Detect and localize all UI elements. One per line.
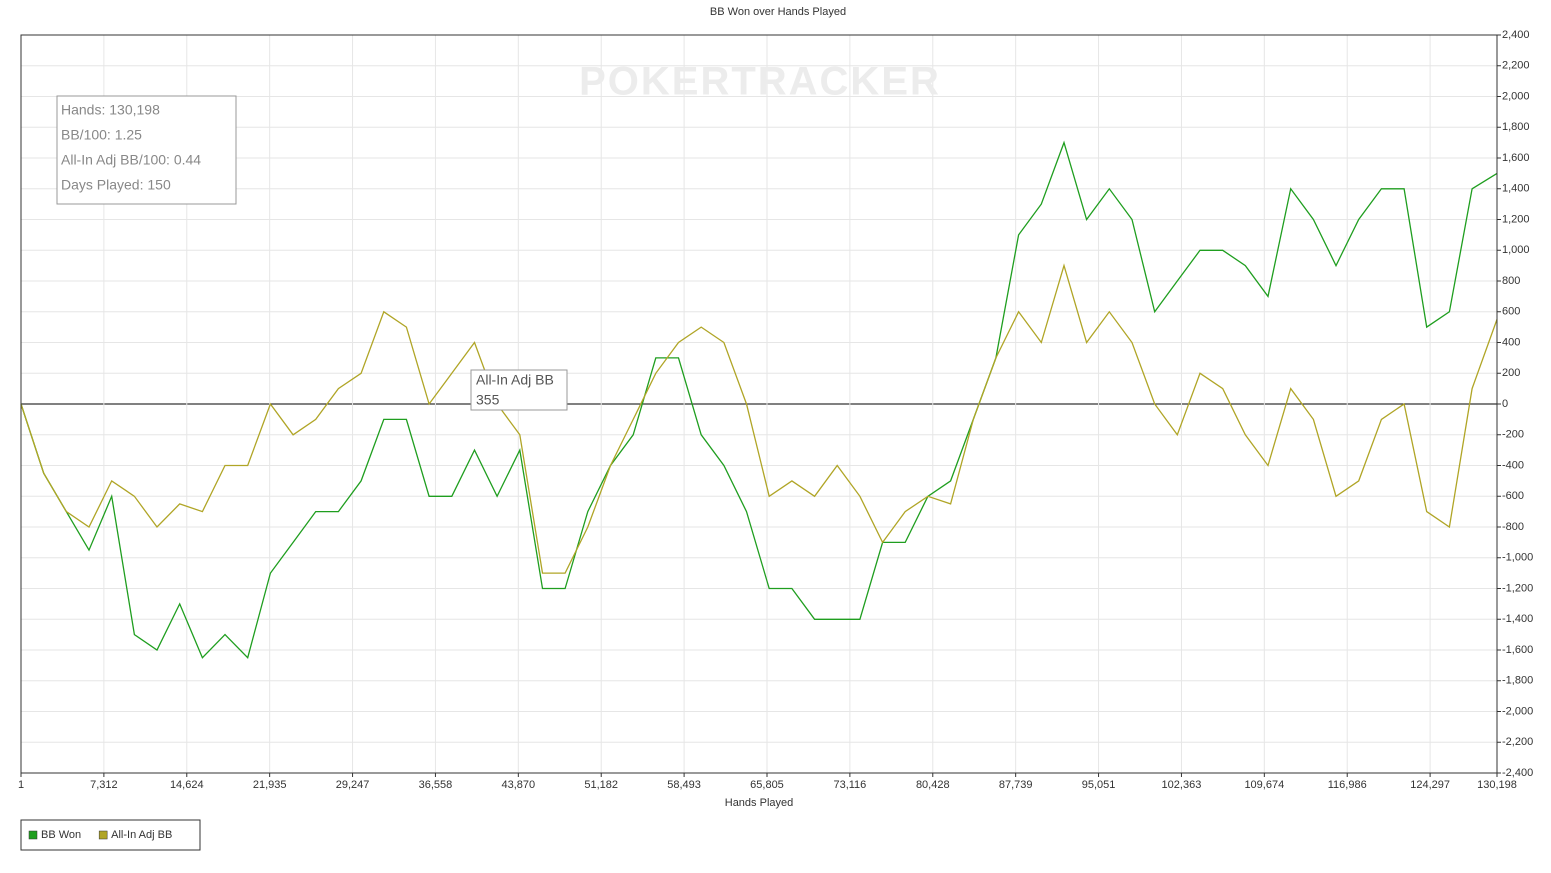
legend-label: BB Won — [41, 829, 81, 841]
y-tick-label: 1,800 — [1502, 121, 1530, 133]
lines — [20, 140, 1498, 659]
x-tick-label: 51,182 — [584, 779, 618, 791]
y-tick-label: 2,400 — [1502, 29, 1530, 41]
series-line — [20, 263, 1498, 574]
y-tick-label: 2,000 — [1502, 90, 1530, 102]
y-tick-label: -1,800 — [1502, 675, 1533, 687]
tooltip-name: All-In Adj BB — [476, 372, 554, 388]
y-tick-label: 800 — [1502, 275, 1520, 287]
legend-items: BB Won All-In Adj BB — [28, 829, 172, 841]
y-tick-label: -1,400 — [1502, 613, 1533, 625]
x-tick-label: 7,312 — [90, 779, 118, 791]
x-tick-label: 130,198 — [1477, 779, 1517, 791]
y-tick-label: -800 — [1502, 521, 1524, 533]
y-tick-label: 1,600 — [1502, 152, 1530, 164]
y-tick-label: -1,600 — [1502, 644, 1533, 656]
tooltip-value: 355 — [476, 392, 500, 408]
y-tick-label: 1,400 — [1502, 183, 1530, 195]
y-tick-label: 400 — [1502, 336, 1520, 348]
x-tick-label: 95,051 — [1082, 779, 1116, 791]
info-line: All-In Adj BB/100: 0.44 — [61, 152, 201, 168]
info-line: BB/100: 1.25 — [61, 127, 142, 143]
y-tick-label: 2,200 — [1502, 60, 1530, 72]
y-tick-label: 200 — [1502, 367, 1520, 379]
x-tick-label: 65,805 — [750, 779, 784, 791]
x-tick-label: 102,363 — [1162, 779, 1202, 791]
y-tick-label: 1,000 — [1502, 244, 1530, 256]
x-tick-label: 1 — [18, 779, 24, 791]
legend-swatch — [98, 830, 108, 840]
chart-title: BB Won over Hands Played — [710, 6, 846, 18]
x-tick-label: 29,247 — [336, 779, 370, 791]
y-tick-label: 0 — [1502, 398, 1508, 410]
series-line — [20, 140, 1498, 659]
y-tick-label: -2,000 — [1502, 705, 1533, 717]
info-line: Days Played: 150 — [61, 177, 171, 193]
y-tick-label: 1,200 — [1502, 213, 1530, 225]
legend-label: All-In Adj BB — [111, 829, 172, 841]
x-tick-label: 43,870 — [502, 779, 536, 791]
x-tick-label: 109,674 — [1244, 779, 1284, 791]
x-tick-label: 73,116 — [833, 779, 866, 791]
y-tick-label: -600 — [1502, 490, 1524, 502]
tooltip: All-In Adj BB 355 — [470, 369, 568, 411]
y-tick-label: -400 — [1502, 459, 1524, 471]
y-tick-label: -2,200 — [1502, 736, 1533, 748]
legend-frame — [20, 819, 201, 851]
x-axis-label: Hands Played — [725, 797, 794, 809]
y-tick-label: -200 — [1502, 429, 1524, 441]
info-frame — [56, 95, 237, 205]
legend: BB Won All-In Adj BB — [20, 819, 201, 851]
x-tick-label: 116,986 — [1328, 779, 1367, 791]
y-tick-label: -1,200 — [1502, 582, 1533, 594]
legend-swatch — [28, 830, 38, 840]
x-tick-label: 36,558 — [419, 779, 453, 791]
y-tick-label: -1,000 — [1502, 552, 1533, 564]
x-tick-label: 87,739 — [999, 779, 1033, 791]
info-box: Hands: 130,198 BB/100: 1.25 All-In Adj B… — [56, 95, 237, 205]
x-tick-label: 80,428 — [916, 779, 950, 791]
watermark: POKERTRACKER — [579, 60, 941, 104]
y-tick-label: -2,400 — [1502, 767, 1533, 779]
x-tick-label: 14,624 — [170, 779, 204, 791]
x-tick-label: 124,297 — [1410, 779, 1450, 791]
x-tick-label: 21,935 — [253, 779, 287, 791]
y-tick-label: 600 — [1502, 306, 1520, 318]
grid — [20, 34, 1498, 774]
x-tick-label: 58,493 — [667, 779, 701, 791]
info-line: Hands: 130,198 — [61, 102, 160, 118]
tooltip-frame — [470, 369, 568, 411]
